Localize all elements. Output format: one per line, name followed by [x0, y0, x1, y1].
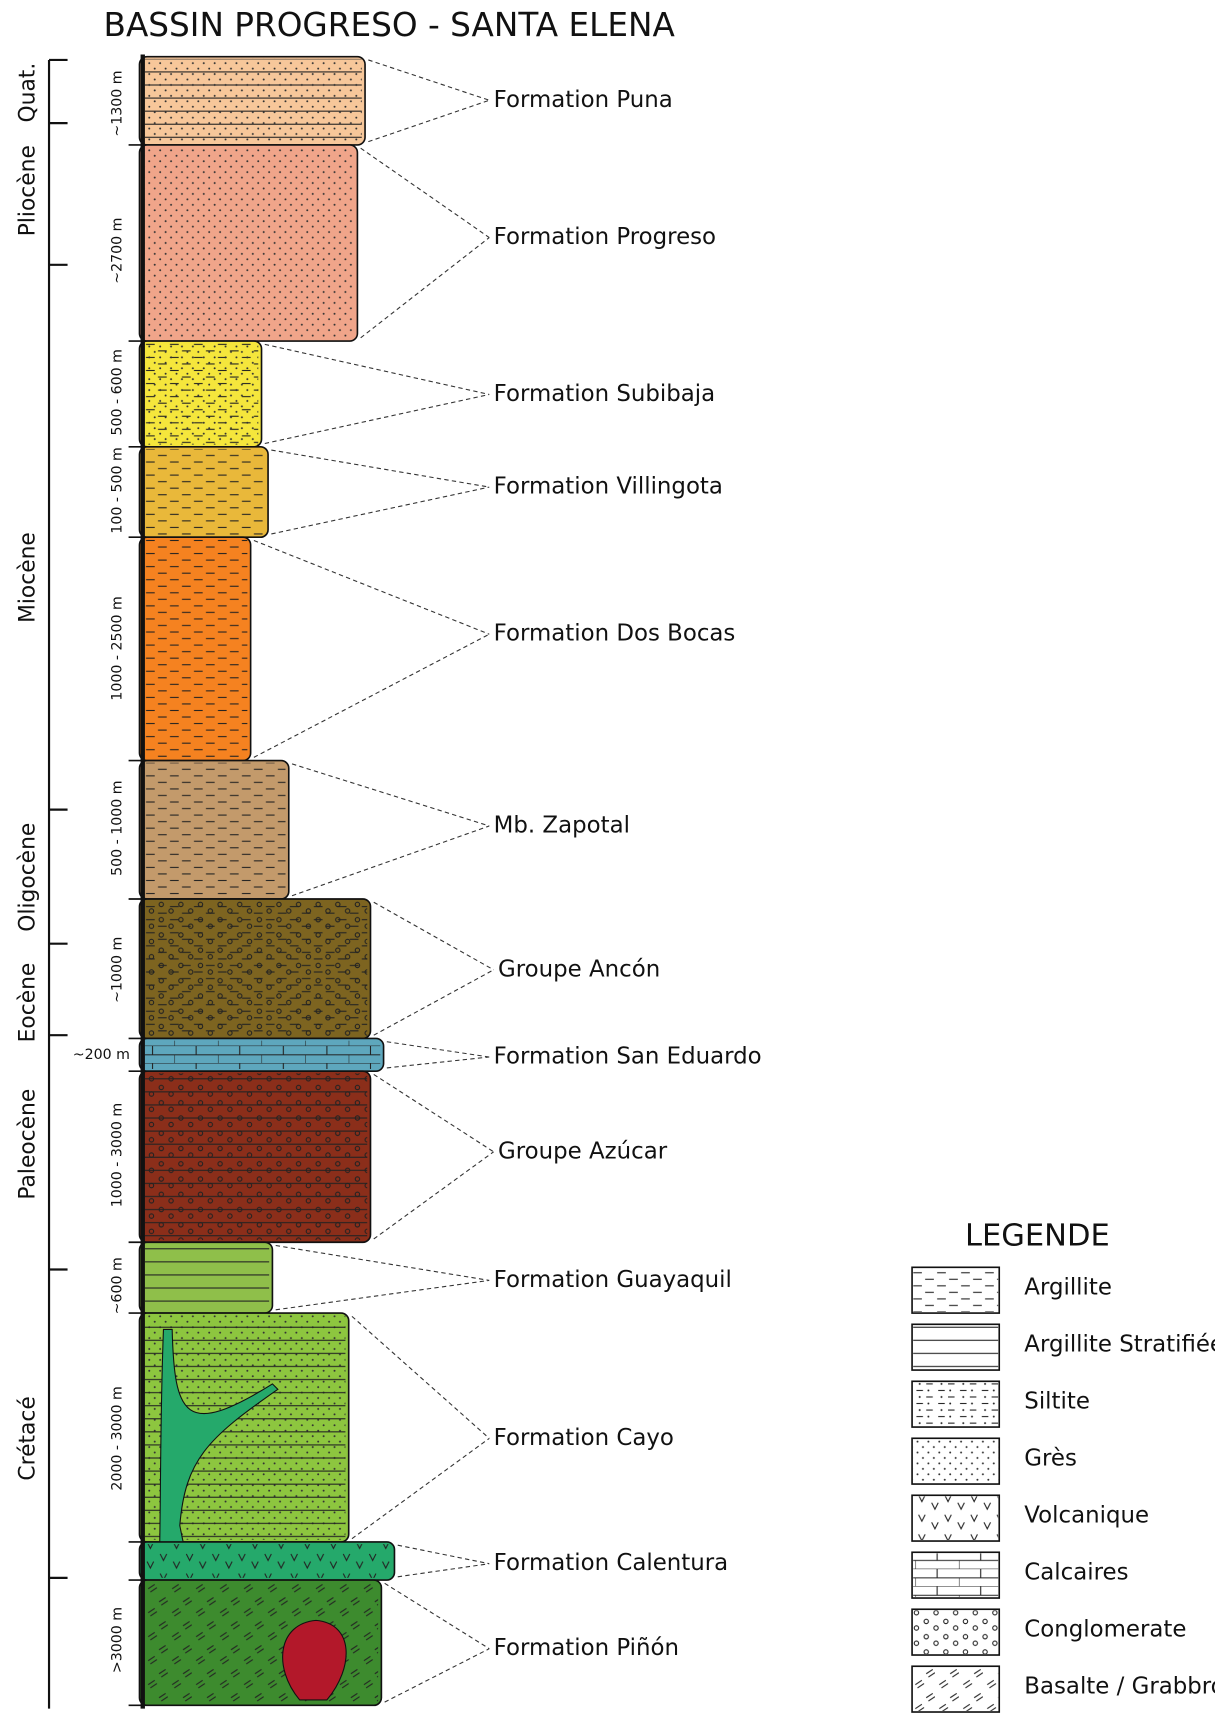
leader-line: [264, 343, 490, 445]
legend-label: Grès: [1024, 1445, 1077, 1471]
thickness-label: 1000 - 2500 m: [110, 596, 126, 700]
epoch-label: Paleocène: [15, 1089, 40, 1200]
formation-label: Formation Dos Bocas: [494, 621, 736, 647]
layer-pattern: [144, 147, 355, 339]
legend-label: Calcaires: [1024, 1559, 1128, 1585]
formation-label: Formation Cayo: [494, 1425, 674, 1451]
layer-pattern: [144, 1544, 392, 1578]
formation-label: Formation Guayaquil: [494, 1267, 732, 1293]
leader-line: [360, 147, 490, 339]
layer-pattern: [144, 448, 265, 536]
legend-label: Argillite: [1024, 1275, 1112, 1301]
thickness-label: ~200 m: [73, 1047, 130, 1063]
thickness-label: ~1300 m: [110, 70, 126, 136]
layer-pattern: [144, 343, 259, 445]
formation-label: Groupe Ancón: [498, 956, 660, 982]
leader-line: [373, 901, 494, 1036]
leader-line: [397, 1544, 490, 1578]
legend-label: Volcanique: [1024, 1502, 1149, 1528]
thickness-label: ~2700 m: [110, 218, 126, 284]
formation-label: Formation Piñón: [494, 1635, 679, 1661]
legend-pattern: [913, 1667, 999, 1711]
leader-line: [291, 763, 490, 897]
leader-line: [373, 1073, 494, 1240]
leader-line: [384, 1582, 490, 1703]
legend-pattern: [913, 1553, 999, 1597]
thickness-label: 1000 - 3000 m: [110, 1103, 126, 1207]
layer-pattern: [144, 539, 248, 759]
thickness-label: 500 - 1000 m: [110, 780, 126, 875]
thickness-label: ~600 m: [110, 1257, 126, 1314]
thickness-label: 100 - 500 m: [110, 447, 126, 533]
epoch-label: Oligocène: [15, 823, 40, 932]
thickness-label: 500 - 600 m: [110, 349, 126, 435]
layer-pattern: [144, 762, 286, 897]
formation-label: Groupe Azúcar: [498, 1138, 668, 1164]
legend-title: LEGENDE: [965, 1218, 1110, 1253]
layer-pattern: [144, 901, 368, 1037]
thickness-label: ~1000 m: [110, 937, 126, 1003]
layer-pattern: [144, 58, 362, 143]
formation-label: Formation Puna: [494, 87, 673, 113]
layer-pattern: [144, 1073, 368, 1241]
epoch-label: Crétacé: [15, 1396, 40, 1480]
thickness-label: >3000 m: [110, 1607, 126, 1673]
formation-label: Formation San Eduardo: [494, 1044, 762, 1070]
epoch-label: Eocène: [15, 963, 40, 1043]
leader-line: [368, 59, 490, 143]
legend-pattern: [913, 1268, 999, 1312]
epoch-label: Miocène: [15, 532, 40, 623]
legend-pattern: [913, 1382, 999, 1426]
legend-label: Conglomerate: [1024, 1616, 1186, 1642]
legend-pattern: [913, 1610, 999, 1654]
title: BASSIN PROGRESO - SANTA ELENA: [104, 6, 676, 44]
formation-label: Mb. Zapotal: [494, 812, 630, 838]
basalt-body: [282, 1619, 347, 1701]
leader-line: [351, 1315, 490, 1540]
leader-line: [386, 1041, 490, 1069]
legend-label: Siltite: [1024, 1388, 1090, 1414]
formation-label: Formation Villingota: [494, 474, 723, 500]
epoch-label: Pliocène: [15, 145, 40, 236]
leader-line: [253, 539, 490, 758]
thickness-label: 2000 - 3000 m: [110, 1386, 126, 1490]
legend-pattern: [913, 1439, 999, 1483]
formation-label: Formation Progreso: [494, 224, 716, 250]
legend-label: Basalte / Grabbro: [1024, 1673, 1215, 1699]
legend-pattern: [913, 1325, 999, 1369]
formation-label: Formation Calentura: [494, 1550, 729, 1576]
legend-label: Argillite Stratifiée: [1024, 1332, 1215, 1358]
leader-line: [271, 449, 490, 535]
formation-label: Formation Subibaja: [494, 381, 716, 407]
layer-pattern: [144, 1244, 270, 1311]
legend-pattern: [913, 1496, 999, 1540]
leader-line: [275, 1244, 490, 1311]
epoch-label: Quat.: [15, 63, 40, 123]
layer-pattern: [144, 1040, 381, 1069]
